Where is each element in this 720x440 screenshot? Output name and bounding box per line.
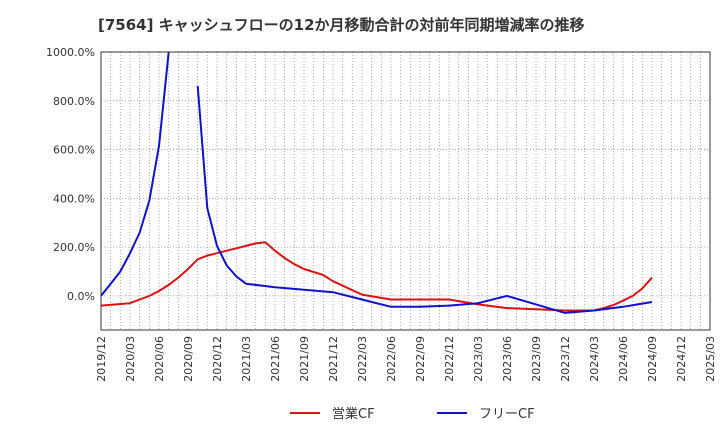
y-tick-label: 400.0%	[53, 192, 95, 205]
series-line-free-cf	[101, 52, 170, 297]
x-tick-label: 2024/09	[646, 336, 659, 382]
x-tick-label: 2021/09	[298, 336, 311, 382]
y-tick-label: 600.0%	[53, 144, 95, 157]
plot-border	[100, 51, 711, 331]
y-tick-label: 1000.0%	[46, 46, 95, 59]
x-tick-label: 2022/03	[356, 336, 369, 382]
grid	[101, 51, 710, 330]
x-tick-label: 2019/12	[95, 336, 108, 382]
x-tick-label: 2023/06	[501, 336, 514, 382]
legend-label-free-cf: フリーCF	[479, 407, 535, 422]
x-tick-label: 2022/09	[414, 336, 427, 382]
legend-label-operating-cf: 営業CF	[332, 406, 375, 422]
x-tick-label: 2024/03	[588, 336, 601, 382]
x-tick-label: 2020/06	[153, 336, 166, 382]
x-tick-label: 2021/06	[269, 336, 282, 382]
x-tick-label: 2023/09	[530, 336, 543, 382]
y-axis: 0.0% 200.0% 400.0% 600.0% 800.0% 1000.0%	[46, 46, 95, 303]
plot-area	[101, 52, 710, 330]
y-tick-label: 200.0%	[53, 241, 95, 254]
x-tick-label: 2020/12	[211, 336, 224, 382]
x-tick-label: 2024/12	[675, 336, 688, 382]
x-tick-label: 2024/06	[617, 336, 630, 382]
legend: 営業CF フリーCF	[290, 406, 535, 422]
y-tick-label: 800.0%	[53, 95, 95, 108]
x-tick-label: 2022/06	[385, 336, 398, 382]
x-tick-label: 2020/09	[182, 336, 195, 382]
x-tick-label: 2021/03	[240, 336, 253, 382]
x-axis: 2019/12 2020/03 2020/06 2020/09 2020/12 2021/…	[95, 336, 717, 382]
x-tick-label: 2022/12	[443, 336, 456, 382]
chart-title: [7564] キャッシュフローの12か月移動合計の対前年同期増減率の推移	[98, 16, 585, 34]
x-tick-label: 2023/03	[472, 336, 485, 382]
series-line-free-cf	[196, 86, 653, 314]
x-tick-label: 2023/12	[559, 336, 572, 382]
x-tick-label: 2021/12	[327, 336, 340, 382]
series-lines	[101, 52, 653, 314]
x-tick-label: 2025/03	[704, 336, 717, 382]
x-tick-label: 2020/03	[124, 336, 137, 382]
y-tick-label: 0.0%	[67, 290, 95, 303]
